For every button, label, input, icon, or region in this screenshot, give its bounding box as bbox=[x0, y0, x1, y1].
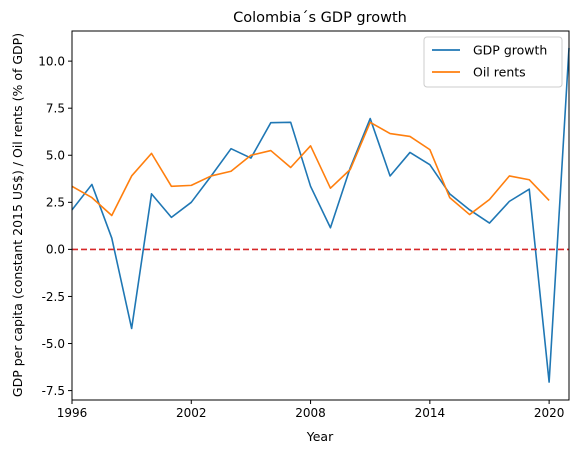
legend: GDP growth Oil rents bbox=[423, 36, 563, 88]
axes-frame bbox=[71, 30, 570, 401]
y-tick-label: 2.5 bbox=[46, 196, 65, 210]
x-axis-label: Year bbox=[306, 429, 334, 444]
series-line-gdp-growth bbox=[71, 47, 570, 383]
x-tick-label: 2014 bbox=[415, 406, 446, 420]
y-tick-label: 7.5 bbox=[46, 101, 65, 115]
y-axis: -7.5 -5.0 -2.5 0.0 2.5 5.0 7.5 10.0 bbox=[38, 54, 72, 398]
x-tick-label: 2008 bbox=[295, 406, 326, 420]
series-line-oil-rents bbox=[71, 121, 550, 217]
y-tick-label: 5.0 bbox=[46, 149, 65, 163]
y-tick-label: -7.5 bbox=[42, 384, 65, 398]
legend-label-oil-rents: Oil rents bbox=[473, 65, 526, 80]
x-axis: 1996 2002 2008 2014 2020 bbox=[57, 400, 565, 420]
legend-label-gdp-growth: GDP growth bbox=[473, 43, 547, 58]
y-tick-label: 10.0 bbox=[38, 54, 65, 68]
x-tick-label: 2020 bbox=[534, 406, 565, 420]
y-tick-label: -5.0 bbox=[42, 337, 65, 351]
plot-area bbox=[71, 47, 570, 383]
chart-title: Colombia´s GDP growth bbox=[233, 10, 407, 26]
x-tick-label: 1996 bbox=[57, 406, 88, 420]
y-tick-label: 0.0 bbox=[46, 243, 65, 257]
y-axis-label: GDP per capita (constant 2015 US$) / Oil… bbox=[10, 33, 25, 397]
x-tick-label: 2002 bbox=[176, 406, 207, 420]
y-tick-label: -2.5 bbox=[42, 290, 65, 304]
